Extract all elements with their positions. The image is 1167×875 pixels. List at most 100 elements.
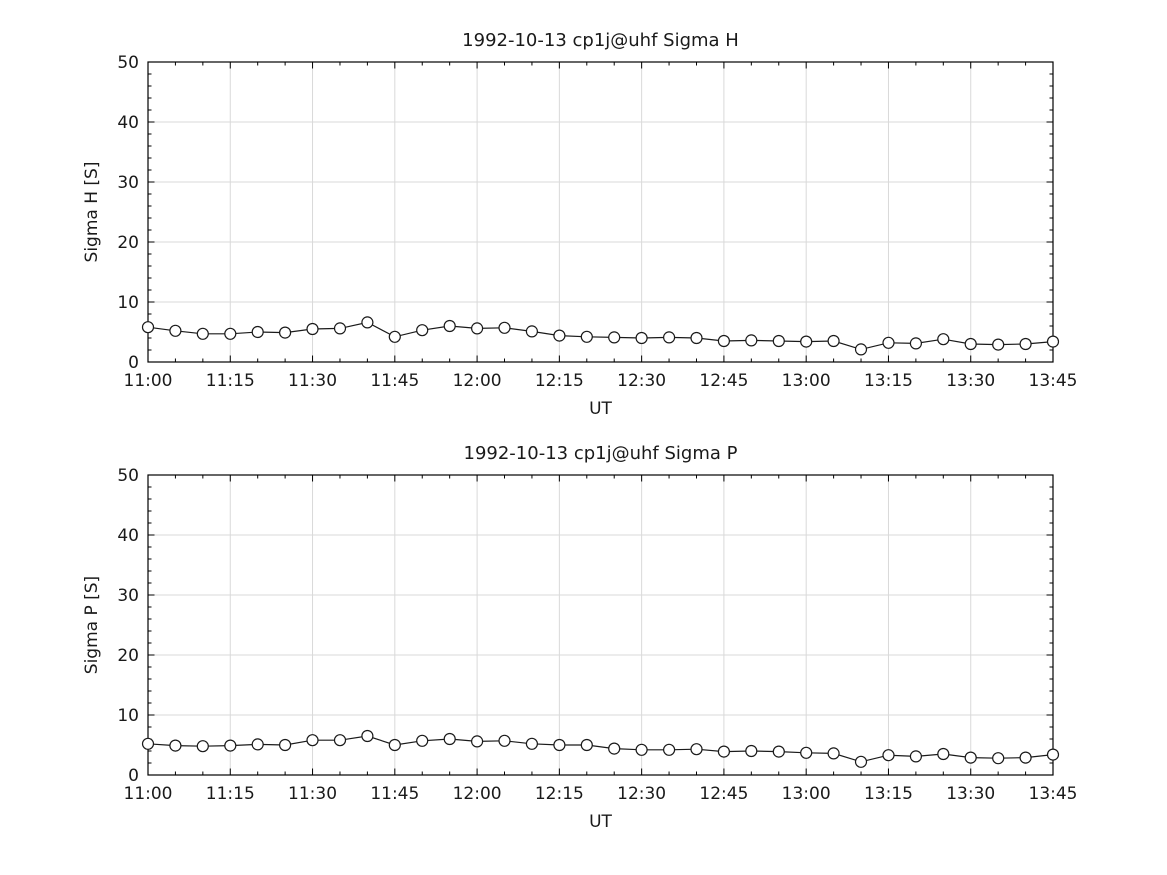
x-tick-label: 13:30 <box>946 371 995 391</box>
sigma-p-data-marker <box>498 734 511 747</box>
x-tick-label: 12:15 <box>535 371 584 391</box>
sigma-p-data-marker <box>361 729 374 743</box>
sigma-h-data-marker <box>251 325 264 339</box>
sigma-h-axes-box <box>147 61 1054 363</box>
sigma-p-data-marker <box>388 738 401 752</box>
sigma-p-data-marker <box>882 749 895 762</box>
sigma-h-data-marker <box>964 337 977 351</box>
sigma-h-data-marker <box>635 331 648 345</box>
x-tick-label: 12:45 <box>699 784 748 804</box>
sigma-h-data-marker <box>690 331 703 345</box>
y-tick-label: 40 <box>117 113 139 133</box>
sigma-p-chart-title: 1992-10-13 cp1j@uhf Sigma P <box>464 443 738 464</box>
sigma-h-data-marker <box>388 330 401 343</box>
x-tick-label: 11:30 <box>288 371 337 391</box>
sigma-p-data-marker <box>169 739 182 752</box>
x-tick-label: 12:30 <box>617 784 666 804</box>
sigma-h-data-marker <box>333 322 347 335</box>
sigma-h-data-marker <box>662 331 676 344</box>
sigma-h-data-marker <box>169 324 182 337</box>
x-tick-label: 11:15 <box>206 371 255 391</box>
y-tick-label: 20 <box>117 233 139 253</box>
sigma-p-data-marker <box>251 738 264 751</box>
sigma-p-data-marker <box>800 746 813 759</box>
sigma-h-data-marker <box>471 322 484 335</box>
x-tick-label: 13:45 <box>1029 371 1078 391</box>
x-tick-label: 12:00 <box>453 371 502 391</box>
sigma-h-data-marker <box>1046 335 1060 348</box>
x-tick-label: 11:30 <box>288 784 337 804</box>
sigma-h-data-marker <box>580 330 593 343</box>
x-tick-label: 13:30 <box>946 784 995 804</box>
y-tick-label: 50 <box>117 466 139 486</box>
x-tick-label: 12:45 <box>699 371 748 391</box>
sigma-p-data-marker <box>141 737 155 750</box>
sigma-h-data-marker <box>416 324 429 337</box>
y-tick-label: 0 <box>128 353 139 373</box>
sigma-p-data-marker <box>745 744 758 758</box>
sigma-p-data-marker <box>471 735 484 748</box>
sigma-p-data-marker <box>608 742 621 755</box>
sigma-p-data-marker <box>717 745 731 758</box>
sigma-p-data-marker <box>854 755 868 768</box>
sigma-h-data-marker <box>141 321 155 334</box>
sigma-h-data-marker <box>827 334 840 348</box>
sigma-h-data-marker <box>498 321 511 334</box>
sigma-p-data-marker <box>224 739 237 752</box>
x-tick-label: 12:15 <box>535 784 584 804</box>
sigma-p-data-marker <box>196 740 209 753</box>
sigma-p-data-marker <box>279 738 292 752</box>
sigma-h-data-marker <box>224 327 237 340</box>
sigma-p-data-marker <box>937 747 950 761</box>
sigma-p-data-marker <box>306 734 319 747</box>
sigma-h-data-marker <box>306 322 319 336</box>
sigma-p-data-marker <box>553 738 566 752</box>
sigma-h-data-marker <box>882 336 895 349</box>
sigma-p-data-marker <box>1019 751 1032 764</box>
sigma-h-chart-title: 1992-10-13 cp1j@uhf Sigma H <box>462 30 739 51</box>
sigma-h-data-marker <box>745 334 758 347</box>
sigma-h-data-marker <box>443 319 456 333</box>
sigma-p-data-line <box>147 735 1054 763</box>
sigma-h-data-marker <box>361 316 374 329</box>
y-tick-label: 50 <box>117 53 139 73</box>
x-tick-label: 11:15 <box>206 784 255 804</box>
sigma-p-data-marker <box>1046 748 1060 761</box>
sigma-h-data-marker <box>937 333 950 346</box>
sigma-p-plot-area <box>148 475 1053 775</box>
sigma-h-data-marker <box>772 334 785 348</box>
sigma-h-data-marker <box>800 335 813 348</box>
sigma-h-y-axis-label: Sigma H [S] <box>82 162 102 263</box>
sigma-h-plot-area <box>148 62 1053 362</box>
x-tick-label: 12:30 <box>617 371 666 391</box>
sigma-p-data-marker <box>580 738 593 752</box>
sigma-h-data-marker <box>608 331 621 344</box>
sigma-p-x-axis-label: UT <box>589 812 612 832</box>
sigma-p-data-marker <box>964 751 977 764</box>
sigma-h-data-marker <box>525 325 539 338</box>
x-tick-label: 11:45 <box>370 371 419 391</box>
sigma-h-data-marker <box>909 337 923 350</box>
y-tick-label: 10 <box>117 293 139 313</box>
y-tick-label: 20 <box>117 646 139 666</box>
x-tick-label: 13:00 <box>782 371 831 391</box>
sigma-p-data-marker <box>333 734 347 747</box>
y-tick-label: 10 <box>117 706 139 726</box>
sigma-h-data-marker <box>992 338 1005 351</box>
x-tick-label: 12:00 <box>453 784 502 804</box>
x-tick-label: 13:15 <box>864 371 913 391</box>
x-tick-label: 13:45 <box>1029 784 1078 804</box>
sigma-h-x-axis-label: UT <box>589 399 612 419</box>
sigma-p-axes-box <box>147 474 1054 776</box>
sigma-p-data-marker <box>525 737 539 750</box>
x-tick-label: 11:00 <box>124 371 173 391</box>
sigma-p-data-marker <box>690 743 703 756</box>
sigma-h-data-marker <box>196 327 209 340</box>
sigma-p-data-marker <box>827 747 840 760</box>
sigma-p-data-marker <box>662 743 676 756</box>
y-tick-label: 40 <box>117 526 139 546</box>
y-tick-label: 0 <box>128 766 139 786</box>
sigma-p-y-axis-label: Sigma P [S] <box>82 576 102 674</box>
